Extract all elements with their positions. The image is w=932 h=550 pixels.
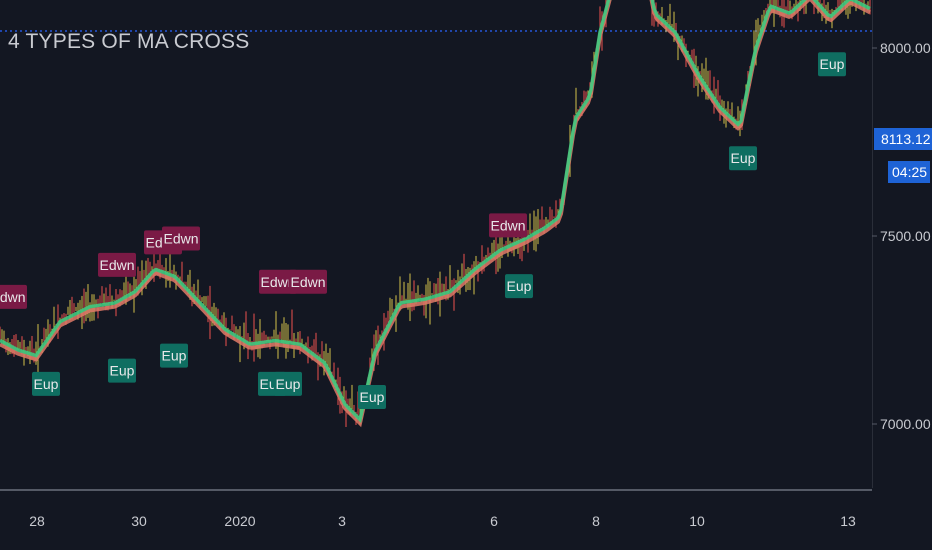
- signal-tag-label: Eup: [110, 363, 135, 379]
- eup-signal-tag[interactable]: Eup: [729, 146, 757, 171]
- price-tick-label: 8000.00: [880, 40, 931, 56]
- chart-title: 4 TYPES OF MA CROSS: [8, 30, 250, 53]
- signal-tag-label: Eup: [276, 376, 301, 392]
- time-tick-label: 6: [490, 513, 498, 529]
- slow-ma-line: [0, 0, 871, 428]
- signal-tag-label: Eup: [507, 278, 532, 294]
- signal-tag-label: Eup: [360, 389, 385, 405]
- signal-tag-box: [505, 274, 533, 299]
- eup-signal-tag[interactable]: Eup: [274, 371, 302, 396]
- eup-signal-tag[interactable]: Eup: [32, 371, 60, 396]
- time-tick-label: 2020: [224, 513, 255, 529]
- signal-tag-box: [32, 371, 60, 396]
- current-price-label: 8113.12: [874, 128, 932, 150]
- time-tick-label: 13: [840, 513, 856, 529]
- signal-tag-box: [162, 226, 200, 251]
- edwn-signal-tag[interactable]: Edwn: [98, 252, 136, 277]
- signal-tag-box: [489, 213, 527, 238]
- signal-tag-label: Eup: [162, 348, 187, 364]
- time-tick-label: 28: [29, 513, 45, 529]
- time-tick-label: 30: [131, 513, 147, 529]
- price-tick-label: 7500.00: [880, 228, 931, 244]
- price-tick-label: 7000.00: [880, 416, 931, 432]
- edwn-signal-tag[interactable]: Edwn: [259, 269, 297, 294]
- countdown-label: 04:25: [888, 161, 930, 183]
- edwn-signal-tag[interactable]: Edwn: [289, 269, 327, 294]
- eup-signal-tag[interactable]: Eup: [505, 274, 533, 299]
- signal-tag-label: Edwn: [290, 274, 325, 290]
- edwn-signal-tag[interactable]: Edwn: [489, 213, 527, 238]
- eup-signal-tag[interactable]: Eup: [358, 385, 386, 409]
- signal-tag-label: Edwn: [260, 274, 295, 290]
- edwn-signal-tag[interactable]: Edwn: [162, 226, 200, 251]
- fast-ma-line: [0, 0, 871, 423]
- signal-tag-label: Eup: [34, 376, 59, 392]
- time-tick-label: 10: [689, 513, 705, 529]
- signal-tag-box: [729, 146, 757, 171]
- signal-tag-box: [108, 358, 136, 383]
- time-tick-label: 3: [338, 513, 346, 529]
- signal-tag-box: [259, 269, 297, 294]
- signal-tag-box: [160, 343, 188, 368]
- signal-tag-label: Eup: [820, 56, 845, 72]
- signal-tag-box: [358, 385, 386, 409]
- signal-tag-label: Edwn: [163, 231, 198, 247]
- edwn-signal-tag[interactable]: Edwn: [0, 284, 27, 309]
- signal-tag-box: [0, 284, 27, 309]
- signal-tag-label: Edwn: [490, 217, 525, 233]
- signal-tag-label: Edwn: [0, 289, 26, 305]
- eup-signal-tag[interactable]: Eup: [108, 358, 136, 383]
- eup-signal-tag[interactable]: Eup: [818, 52, 846, 77]
- signal-tag-box: [289, 269, 327, 294]
- signal-tag-box: [818, 52, 846, 77]
- time-tick-label: 8: [592, 513, 600, 529]
- signal-tag-box: [98, 252, 136, 277]
- signal-tag-box: [274, 371, 302, 396]
- signal-tag-label: Edwn: [99, 257, 134, 273]
- signal-tag-label: Eup: [731, 150, 756, 166]
- eup-signal-tag[interactable]: Eup: [160, 343, 188, 368]
